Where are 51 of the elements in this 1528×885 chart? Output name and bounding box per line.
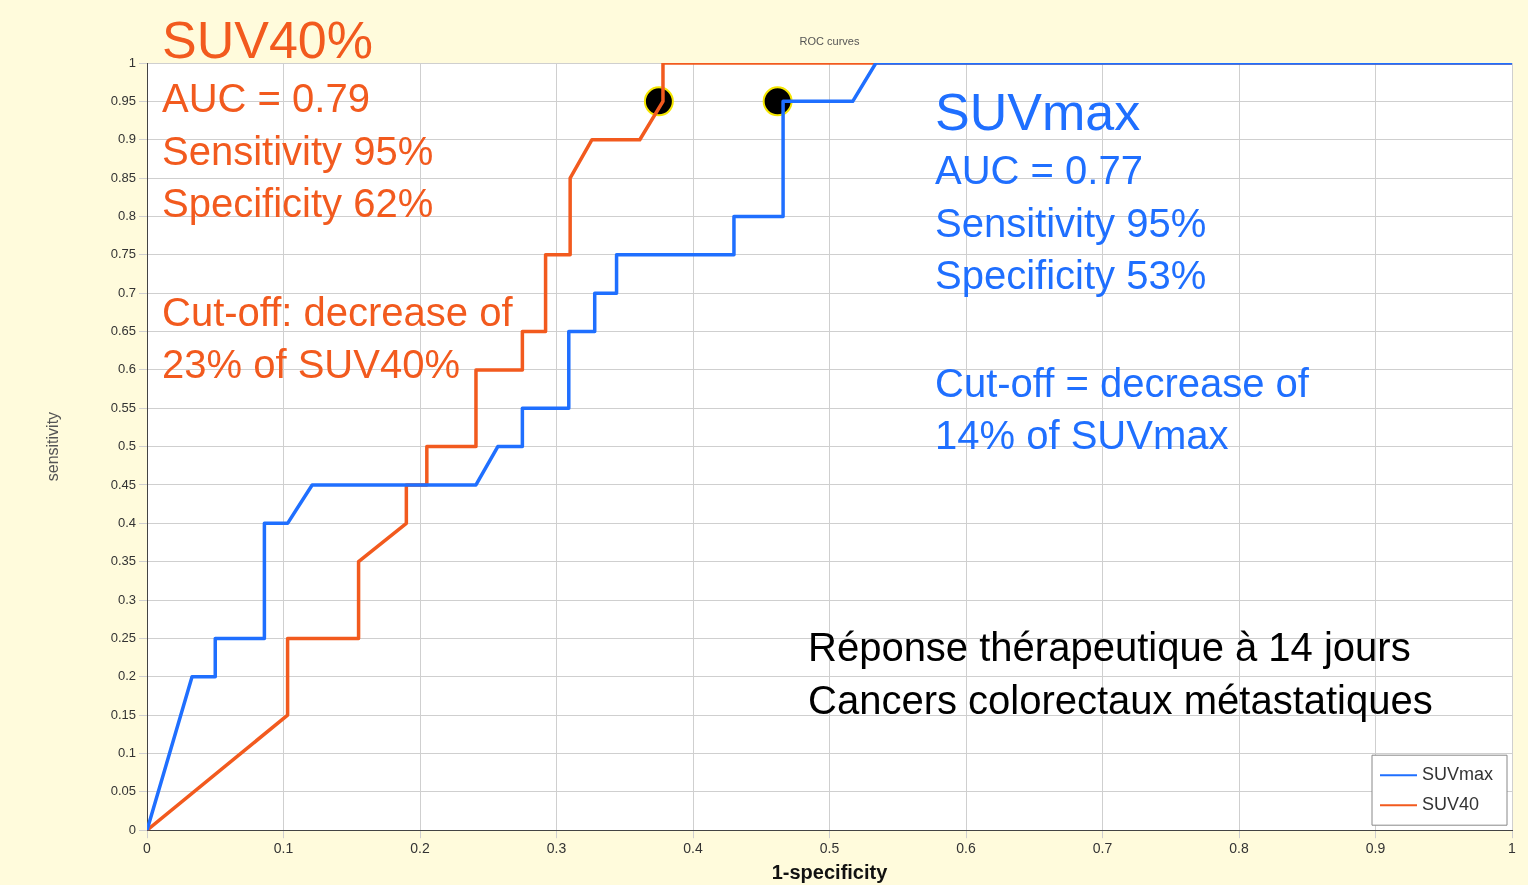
y-axis-title: sensitivity bbox=[44, 411, 62, 482]
y-tick-label: 0.8 bbox=[117, 208, 136, 224]
y-tick-label: 0.4 bbox=[117, 514, 136, 530]
y-tick-label: 0.95 bbox=[110, 92, 136, 108]
y-tick-label: 0.1 bbox=[117, 745, 136, 761]
annotation: Réponse thérapeutique à 14 jours bbox=[808, 625, 1411, 669]
y-tick-label: 0 bbox=[128, 821, 136, 837]
annotation: Sensitivity 95% bbox=[162, 129, 434, 173]
y-tick-label: 0.75 bbox=[110, 246, 136, 262]
chart-title: ROC curves bbox=[799, 35, 860, 47]
annotation: Cut-off: decrease of bbox=[162, 290, 513, 334]
x-tick-label: 0.2 bbox=[410, 840, 430, 857]
x-tick-label: 0.9 bbox=[1365, 840, 1386, 857]
annotation: Cut-off = decrease of bbox=[935, 361, 1309, 405]
y-tick-label: 0.6 bbox=[117, 361, 136, 377]
y-tick-label: 0.5 bbox=[117, 438, 136, 454]
y-tick-label: 0.45 bbox=[110, 476, 136, 492]
annotation: Sensitivity 95% bbox=[935, 201, 1207, 245]
annotation: Cancers colorectaux métastatiques bbox=[808, 678, 1433, 722]
y-tick-label: 0.35 bbox=[110, 553, 136, 569]
annotation: SUVmax bbox=[935, 83, 1141, 141]
y-tick-label: 0.25 bbox=[110, 629, 136, 645]
annotation: SUV40% bbox=[162, 11, 373, 69]
x-tick-label: 0.4 bbox=[683, 840, 703, 857]
x-tick-label: 0 bbox=[143, 840, 152, 857]
y-tick-label: 0.85 bbox=[110, 169, 136, 185]
y-tick-label: 1 bbox=[128, 54, 136, 70]
x-tick-label: 0.1 bbox=[273, 840, 294, 857]
annotation: AUC = 0.77 bbox=[935, 148, 1143, 192]
x-tick-label: 0.5 bbox=[819, 840, 840, 857]
x-tick-label: 1 bbox=[1508, 840, 1517, 857]
y-tick-label: 0.3 bbox=[117, 591, 136, 607]
x-tick-label: 0.6 bbox=[956, 840, 976, 857]
x-tick-label: 0.8 bbox=[1229, 840, 1249, 857]
y-tick-label: 0.65 bbox=[110, 323, 136, 339]
annotation: 14% of SUVmax bbox=[935, 413, 1229, 457]
y-tick-label: 0.15 bbox=[110, 706, 136, 722]
y-tick-label: 0.55 bbox=[110, 399, 136, 415]
legend-label: SUV40 bbox=[1422, 794, 1480, 815]
x-axis-title: 1-specificity bbox=[771, 860, 889, 883]
y-tick-label: 0.7 bbox=[117, 284, 136, 300]
annotation: Specificity 53% bbox=[935, 253, 1207, 297]
x-tick-label: 0.7 bbox=[1092, 840, 1113, 857]
annotation: AUC = 0.79 bbox=[162, 76, 370, 120]
annotation: Specificity 62% bbox=[162, 181, 434, 225]
x-tick-label: 0.3 bbox=[546, 840, 567, 857]
y-tick-label: 0.05 bbox=[110, 783, 136, 799]
y-tick-label: 0.9 bbox=[117, 131, 136, 147]
legend-label: SUVmax bbox=[1422, 764, 1494, 785]
annotation: 23% of SUV40% bbox=[162, 342, 460, 386]
y-tick-label: 0.2 bbox=[117, 668, 136, 684]
